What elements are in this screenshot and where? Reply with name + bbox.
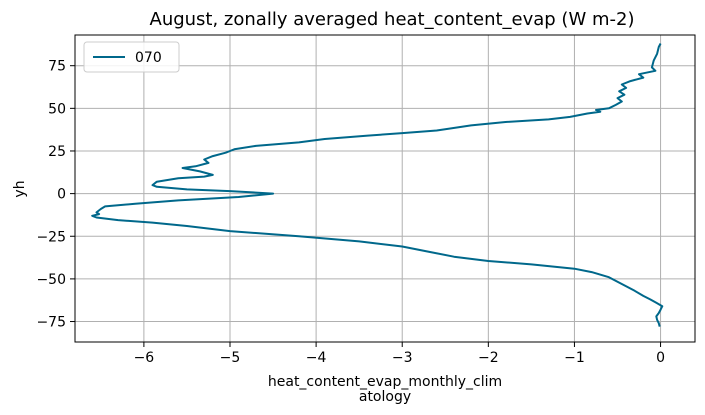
x-tick-label: −6 — [134, 350, 155, 366]
grid — [75, 35, 695, 342]
y-tick-label: −75 — [36, 315, 66, 331]
x-tick-label: −4 — [306, 350, 327, 366]
series-line-070 — [91, 43, 664, 327]
axis-ticks: −6 −5 −4 −3 −2 −1 0 −75 −50 −25 0 25 50 75 — [36, 59, 665, 366]
x-tick-label: −1 — [564, 350, 585, 366]
y-tick-label: 25 — [48, 144, 66, 160]
x-tick-label: −5 — [220, 350, 241, 366]
x-tick-label: −3 — [392, 350, 413, 366]
x-axis-label-line-2: atology — [359, 389, 411, 405]
plot-frame — [74, 34, 696, 343]
x-tick-label: −2 — [478, 350, 499, 366]
x-axis-label-line-1: heat_content_evap_monthly_clim — [268, 374, 502, 390]
y-tick-label: 75 — [48, 59, 66, 75]
y-tick-label: −50 — [36, 272, 66, 288]
series-layer — [91, 43, 664, 327]
y-tick-label: 0 — [57, 187, 66, 203]
x-tick-label: 0 — [656, 350, 665, 366]
legend-label-070: 070 — [135, 50, 162, 66]
legend-box — [83, 41, 180, 73]
chart-title: August, zonally averaged heat_content_ev… — [150, 9, 635, 30]
y-axis-label: yh — [12, 180, 28, 197]
legend: 070 — [83, 41, 180, 73]
y-tick-label: −25 — [36, 229, 66, 245]
y-tick-label: 50 — [48, 101, 66, 117]
